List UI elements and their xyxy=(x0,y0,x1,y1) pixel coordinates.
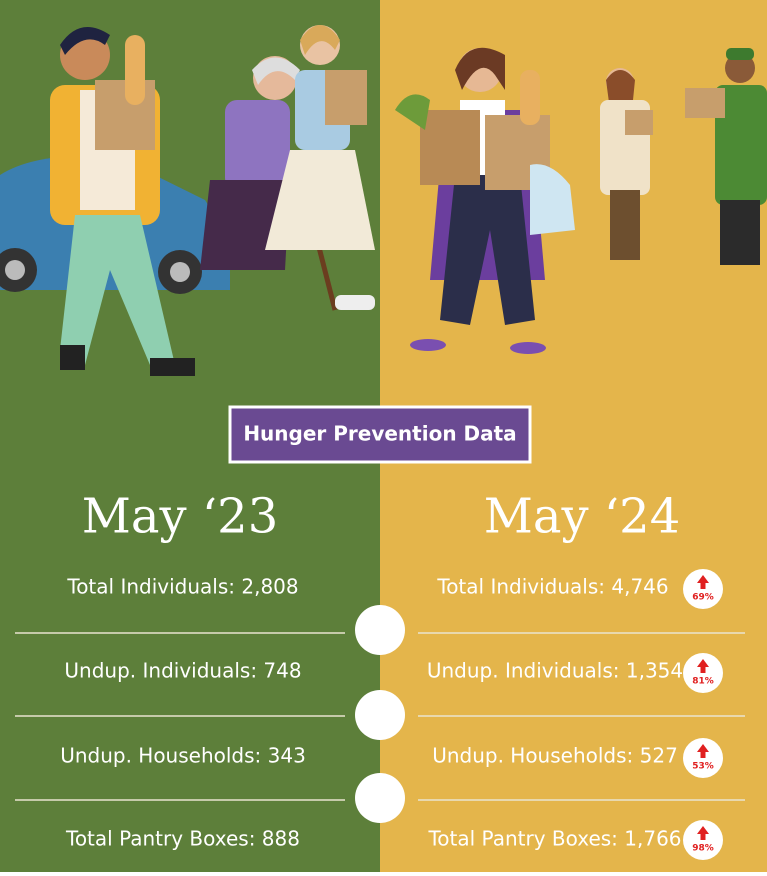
connector-dots xyxy=(355,605,405,823)
change-badge: 69% xyxy=(683,569,723,609)
change-label: 98% xyxy=(692,844,714,854)
title: Hunger Prevention Data xyxy=(243,422,516,446)
change-label: 81% xyxy=(692,677,714,687)
stat: Total Pantry Boxes: 888 xyxy=(65,827,300,851)
column-heading: May ‘24 xyxy=(484,489,680,545)
stat: Undup. Individuals: 1,354 xyxy=(427,659,683,683)
stat: Total Pantry Boxes: 1,766 xyxy=(427,827,681,851)
change-badge: 53% xyxy=(683,738,723,778)
stat: Undup. Households: 343 xyxy=(60,744,306,768)
stat: Undup. Households: 527 xyxy=(432,744,678,768)
column-heading: May ‘23 xyxy=(82,489,278,545)
change-badge: 81% xyxy=(683,653,723,693)
change-badge: 98% xyxy=(683,820,723,860)
stat: Total Individuals: 2,808 xyxy=(66,575,298,599)
stat: Undup. Individuals: 748 xyxy=(64,659,301,683)
change-label: 69% xyxy=(692,593,714,603)
change-label: 53% xyxy=(692,762,714,772)
infographic: Hunger Prevention Data May ‘23 May ‘24 T… xyxy=(0,0,767,872)
stat: Total Individuals: 4,746 xyxy=(436,575,668,599)
